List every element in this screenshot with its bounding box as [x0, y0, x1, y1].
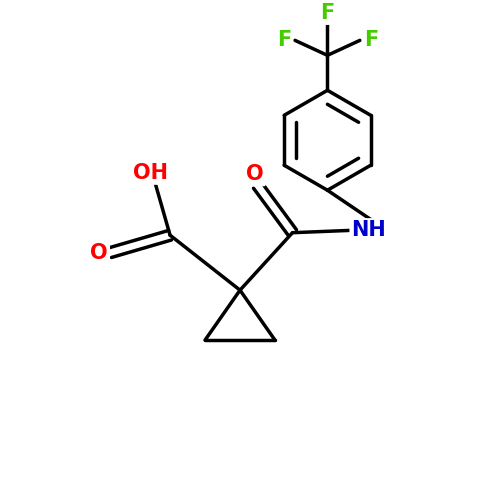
- Text: O: O: [90, 242, 108, 262]
- Text: F: F: [364, 30, 378, 50]
- Text: OH: OH: [132, 162, 168, 182]
- Text: F: F: [320, 3, 334, 23]
- Text: F: F: [277, 30, 291, 50]
- Text: NH: NH: [352, 220, 386, 240]
- Text: O: O: [246, 164, 264, 184]
